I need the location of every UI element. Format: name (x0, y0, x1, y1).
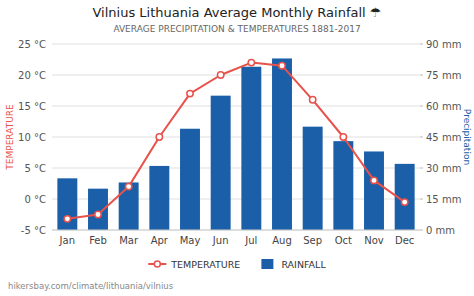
y2-tick (420, 199, 423, 200)
y-tick-label: 20 °C (18, 70, 46, 81)
grid-line (52, 106, 420, 107)
bar (149, 166, 169, 230)
bar (333, 141, 353, 230)
x-tick-label: Mar (119, 235, 139, 246)
y2-tick-label: 15 mm (426, 194, 461, 205)
x-tick-label: Jul (244, 235, 257, 246)
marker (371, 177, 377, 183)
x-tick-label: Aug (272, 235, 292, 246)
y-axis-label: TEMPERATURE (5, 104, 15, 171)
bar (211, 96, 231, 230)
legend-label: RAINFALL (281, 259, 326, 270)
x-axis-line (52, 230, 420, 231)
x-tick-label: Sep (303, 235, 322, 246)
grid-line (52, 137, 420, 138)
y2-tick (420, 44, 423, 45)
footer: hikersbay.com/climate/lithuania/vilnius (8, 281, 174, 291)
y2-tick-label: 60 mm (426, 101, 461, 112)
x-tick-label: Dec (395, 235, 414, 246)
y-tick-label: 10 °C (18, 132, 46, 143)
y-tick-label: 25 °C (18, 39, 46, 50)
axes: -5 °C 0 °C 5 °C 10 °C 15 °C 20 °C 25 °C 0 mm 15 … (5, 39, 472, 247)
line (67, 63, 404, 219)
legend-swatch (154, 261, 160, 267)
y-tick-label: 0 °C (24, 194, 46, 205)
y2-tick (420, 230, 423, 231)
legend-label: TEMPERATURE (170, 259, 240, 270)
y-tick-label: 5 °C (24, 163, 46, 174)
y-tick-label: 15 °C (18, 101, 46, 112)
x-tick-label: May (180, 235, 201, 246)
bar (241, 67, 261, 230)
bar (57, 178, 77, 230)
y2-tick-label: 0 mm (426, 225, 455, 236)
title: Vilnius Lithuania Average Monthly Rainfa… (93, 5, 382, 20)
grid-line (52, 75, 420, 76)
x-tick-label: Jan (59, 235, 75, 246)
plot-area (57, 58, 414, 230)
marker (248, 59, 254, 65)
y2-tick (420, 75, 423, 76)
y2-tick-label: 90 mm (426, 39, 461, 50)
y2-tick (420, 137, 423, 138)
bar (364, 151, 384, 230)
subtitle: AVERAGE PRECIPITATION & TEMPERATURES 188… (113, 24, 360, 34)
marker (217, 72, 223, 78)
x-tick-label: Jun (212, 235, 229, 246)
bar (272, 58, 292, 230)
marker (95, 211, 101, 217)
bar (180, 129, 200, 230)
marker (309, 97, 315, 103)
marker (64, 216, 70, 222)
bar (119, 182, 139, 230)
y2-axis-label: Precipitation (462, 109, 472, 165)
marker (401, 199, 407, 205)
marker (187, 90, 193, 96)
y-tick-label: -5 °C (21, 225, 46, 236)
marker (156, 134, 162, 140)
legend: TEMPERATURE RAINFALL (148, 259, 326, 270)
marker (125, 183, 131, 189)
legend-swatch (261, 259, 273, 269)
x-tick-label: Nov (364, 235, 384, 246)
y2-tick-label: 75 mm (426, 70, 461, 81)
x-tick-label: Oct (335, 235, 352, 246)
marker (340, 134, 346, 140)
bar (303, 127, 323, 230)
y2-tick (420, 168, 423, 169)
grid-line (52, 44, 420, 45)
y2-tick-label: 45 mm (426, 132, 461, 143)
y2-tick (420, 106, 423, 107)
grid-line (52, 230, 420, 231)
x-tick-label: Feb (89, 235, 107, 246)
chart: Vilnius Lithuania Average Monthly Rainfa… (0, 0, 474, 296)
x-tick-label: Apr (151, 235, 169, 246)
marker (279, 62, 285, 68)
legend-item: RAINFALL (261, 259, 326, 270)
legend-item: TEMPERATURE (148, 259, 240, 270)
y2-tick-label: 30 mm (426, 163, 461, 174)
